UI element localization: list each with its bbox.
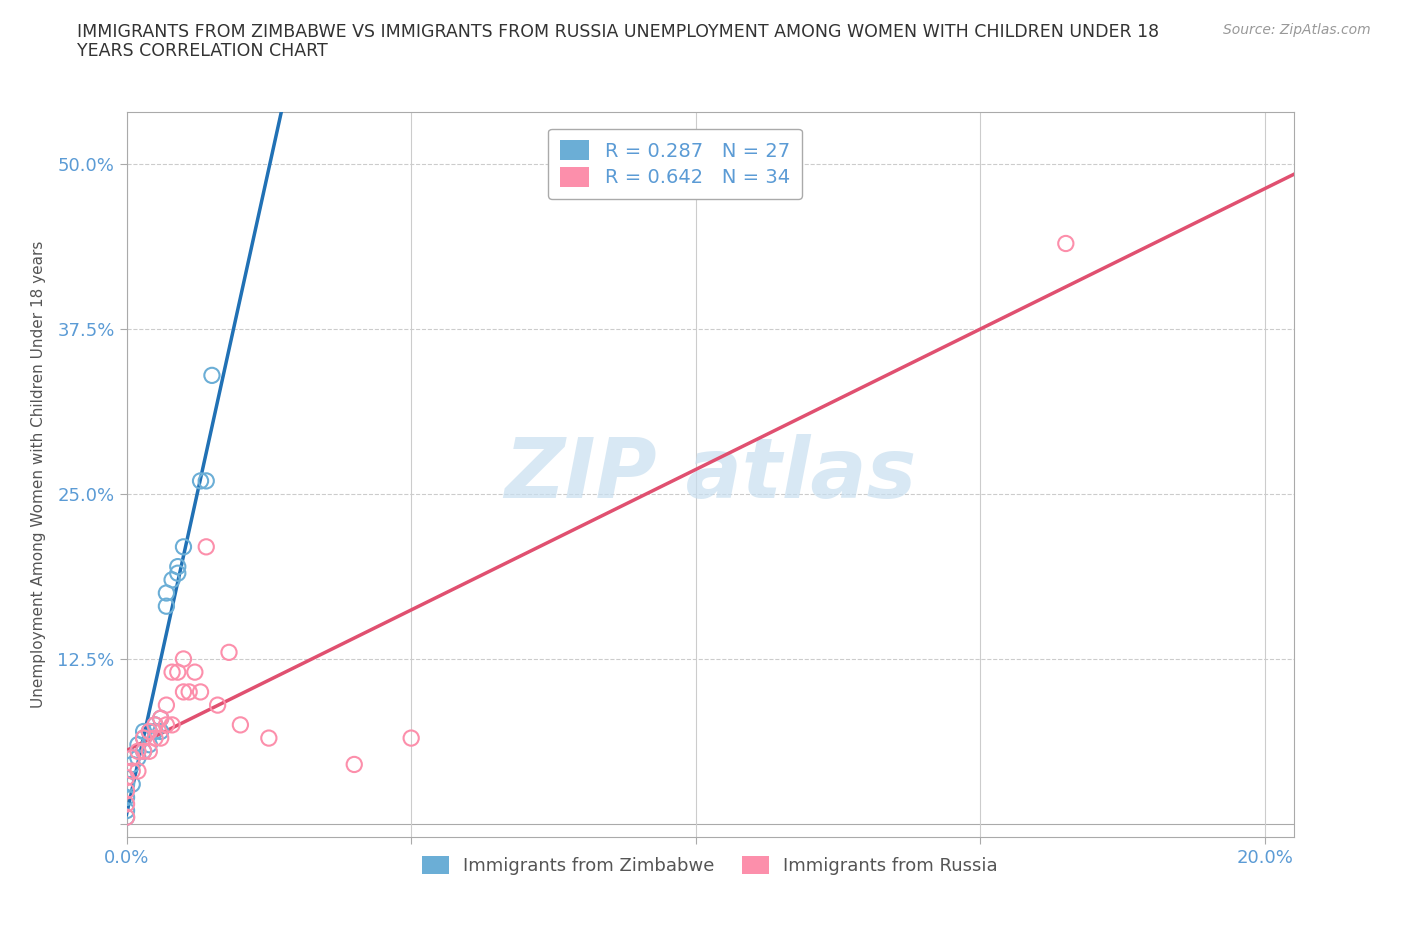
Point: [155, 586, 177, 601]
Point: [155, 599, 177, 614]
Point: [179, 684, 201, 699]
Point: [190, 473, 212, 488]
Point: [132, 731, 155, 746]
Point: [155, 698, 177, 712]
Point: [138, 744, 160, 759]
Text: IMMIGRANTS FROM ZIMBABWE VS IMMIGRANTS FROM RUSSIA UNEMPLOYMENT AMONG WOMEN WITH: IMMIGRANTS FROM ZIMBABWE VS IMMIGRANTS F…: [77, 23, 1160, 41]
Point: [166, 665, 188, 680]
Point: [1054, 236, 1077, 251]
Point: [149, 731, 172, 746]
Point: [201, 368, 224, 383]
Point: [127, 764, 149, 778]
Point: [115, 804, 138, 818]
Point: [132, 744, 155, 759]
Point: [155, 717, 177, 732]
Point: [343, 757, 366, 772]
Point: [257, 731, 280, 746]
Point: [166, 559, 188, 574]
Point: [149, 711, 172, 725]
Point: [172, 539, 194, 554]
Point: [132, 724, 155, 739]
Y-axis label: Unemployment Among Women with Children Under 18 years: Unemployment Among Women with Children U…: [31, 241, 46, 708]
Point: [115, 783, 138, 798]
Point: [121, 777, 143, 791]
Point: [229, 717, 252, 732]
Point: [166, 565, 188, 580]
Text: ZIP atlas: ZIP atlas: [503, 433, 917, 515]
Point: [138, 724, 160, 739]
Point: [172, 684, 194, 699]
Point: [138, 737, 160, 752]
Point: [115, 810, 138, 825]
Point: [115, 810, 138, 825]
Point: [184, 665, 207, 680]
Point: [160, 572, 183, 587]
Point: [399, 731, 422, 746]
Point: [218, 644, 240, 659]
Text: Source: ZipAtlas.com: Source: ZipAtlas.com: [1223, 23, 1371, 37]
Point: [207, 698, 229, 712]
Point: [149, 711, 172, 725]
Point: [143, 724, 166, 739]
Point: [121, 751, 143, 765]
Point: [143, 731, 166, 746]
Point: [190, 684, 212, 699]
Point: [160, 717, 183, 732]
Point: [138, 724, 160, 739]
Text: YEARS CORRELATION CHART: YEARS CORRELATION CHART: [77, 42, 328, 60]
Point: [115, 790, 138, 804]
Point: [121, 757, 143, 772]
Point: [160, 665, 183, 680]
Point: [115, 777, 138, 791]
Point: [127, 737, 149, 752]
Point: [195, 539, 218, 554]
Point: [195, 473, 218, 488]
Point: [121, 751, 143, 765]
Point: [127, 751, 149, 765]
Point: [143, 717, 166, 732]
Point: [115, 797, 138, 812]
Point: [132, 731, 155, 746]
Point: [127, 744, 149, 759]
Point: [149, 724, 172, 739]
Point: [115, 770, 138, 785]
Point: [172, 652, 194, 667]
Point: [132, 744, 155, 759]
Point: [143, 717, 166, 732]
Legend: Immigrants from Zimbabwe, Immigrants from Russia: Immigrants from Zimbabwe, Immigrants fro…: [415, 848, 1005, 883]
Point: [121, 764, 143, 778]
